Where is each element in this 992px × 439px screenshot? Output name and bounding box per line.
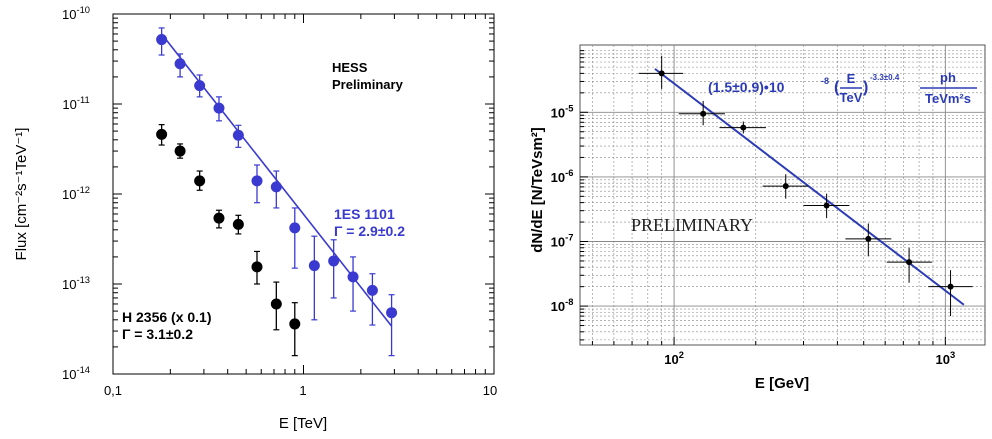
formula-prefix-exponent: -8: [821, 76, 829, 86]
formula-index: -3.3±0.4: [870, 73, 900, 82]
series-label-1es1101: 1ES 1101: [334, 206, 395, 222]
left-annotation-preliminary: Preliminary: [332, 77, 404, 92]
left-x-tick-label-1: 1: [299, 383, 306, 398]
point-1es1101: [232, 129, 244, 141]
right-y-tick-label-2: 10-7: [551, 232, 574, 249]
right-y-tick-label-3: 10-8: [551, 297, 574, 314]
data-point: [740, 124, 747, 131]
formula-frac-denominator: TeV: [840, 90, 863, 105]
point-h2356: [270, 298, 282, 310]
right-y-tick-labels: 10-5 10-6 10-7 10-8: [551, 103, 574, 314]
series-index-h2356: Γ = 3.1±0.2: [122, 326, 193, 342]
left-x-tick-label-2: 10: [483, 383, 497, 398]
formula-unit-denominator: TeVm²s: [925, 91, 971, 106]
formula-paren-close: ): [863, 79, 868, 96]
right-y-axis-title: dN/dE [N/TeVsm²]: [529, 127, 546, 253]
point-1es1101: [347, 271, 359, 283]
fit-line: [654, 68, 965, 306]
right-x-tick-labels: 102 103: [664, 350, 955, 367]
left-annotation-hess: HESS: [332, 60, 368, 75]
point-1es1101: [308, 260, 320, 272]
point-1es1101: [251, 175, 263, 187]
point-1es1101: [213, 102, 225, 114]
formula-paren-open: (: [834, 79, 840, 96]
right-x-tick-label-0-exponent: 2: [679, 350, 684, 360]
point-h2356: [251, 261, 263, 273]
left-y-tick-label-2: 10-12: [62, 185, 90, 202]
point-1es1101: [270, 181, 282, 193]
right-y-tick-label-0: 10-5: [551, 103, 574, 120]
right-x-tick-label-1-exponent: 3: [950, 350, 955, 360]
left-y-tick-label-2-exponent: -12: [76, 185, 90, 195]
left-plot-frame: [112, 13, 495, 375]
point-1es1101: [174, 58, 186, 70]
left-chart: 10-14 10-13 10-12 10-11 10-10 0,1 1 10 E [Te…: [13, 5, 497, 432]
right-x-tick-label-1: 103: [936, 350, 956, 367]
left-y-tick-label-3: 10-11: [62, 95, 89, 112]
formula-unit-numerator: ph: [940, 70, 956, 85]
right-y-tick-label-1: 10-6: [551, 168, 574, 185]
left-y-tick-label-3-exponent: -11: [77, 95, 90, 105]
point-h2356: [213, 212, 225, 224]
point-h2356: [232, 218, 244, 230]
right-data-marks: [638, 55, 973, 317]
point-h2356: [174, 145, 186, 157]
left-y-tick-label-0: 10-14: [62, 365, 90, 382]
point-1es1101: [366, 284, 378, 296]
fit-formula: (1.5±0.9)•10 -8 ( E TeV ) -3.3±0.4 ph Te…: [708, 70, 977, 106]
left-y-tick-label-0-exponent: -14: [76, 365, 90, 375]
point-1es1101: [328, 255, 340, 267]
left-y-tick-label-4: 10-10: [62, 5, 90, 22]
data-point: [700, 110, 707, 117]
right-y-tick-label-3-exponent: -8: [565, 297, 573, 307]
data-point: [865, 235, 872, 242]
point-1es1101: [289, 222, 301, 234]
data-point: [947, 283, 954, 290]
right-x-axis-title: E [GeV]: [755, 375, 809, 392]
point-h2356: [156, 128, 168, 140]
series-label-h2356: H 2356 (x 0.1): [122, 309, 212, 325]
left-ticks: [112, 14, 494, 375]
left-x-axis-title: E [TeV]: [279, 415, 327, 432]
left-y-tick-label-1-exponent: -13: [76, 275, 90, 285]
left-y-axis-title: Flux [cm⁻²s⁻¹TeV⁻¹]: [13, 128, 30, 261]
formula-prefix: (1.5±0.9)•10: [708, 79, 785, 95]
point-1es1101: [386, 307, 398, 319]
right-annotation-preliminary: PRELIMINARY: [631, 215, 753, 235]
data-point: [823, 202, 830, 209]
formula-frac-numerator: E: [847, 71, 856, 86]
right-grid: [580, 45, 985, 345]
left-y-tick-labels: 10-14 10-13 10-12 10-11 10-10: [62, 5, 90, 382]
series-index-1es1101: Γ = 2.9±0.2: [334, 223, 405, 239]
data-point: [782, 183, 789, 190]
left-y-tick-label-1: 10-13: [62, 275, 90, 292]
point-1es1101: [156, 34, 168, 46]
right-x-tick-label-0: 102: [664, 350, 684, 367]
left-data-marks: [156, 27, 398, 357]
left-y-tick-label-4-exponent: -10: [76, 5, 90, 15]
data-point: [906, 259, 913, 266]
point-h2356: [289, 318, 301, 330]
right-y-tick-label-1-exponent: -6: [565, 168, 573, 178]
right-chart: 10-5 10-6 10-7 10-8 102 103 E [GeV] dN/dE [N…: [529, 44, 986, 392]
right-y-tick-label-2-exponent: -7: [565, 232, 573, 242]
point-h2356: [194, 175, 206, 187]
left-x-tick-label-0: 0,1: [104, 383, 122, 398]
data-point: [658, 70, 665, 77]
right-y-tick-label-0-exponent: -5: [565, 103, 573, 113]
point-1es1101: [194, 80, 206, 92]
